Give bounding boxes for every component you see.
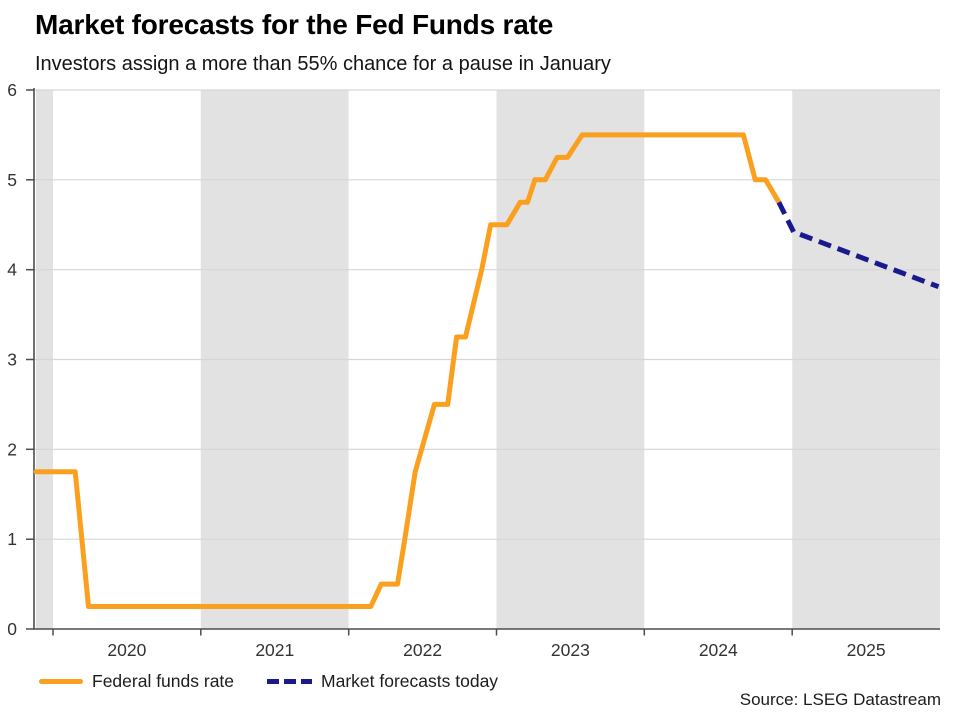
market-forecasts-legend-swatch <box>267 678 313 684</box>
federal-funds-rate-legend-label: Federal funds rate <box>92 670 235 691</box>
y-tick-label: 2 <box>7 439 17 459</box>
market-forecasts-today-line <box>776 201 940 290</box>
x-tick-label: 2023 <box>551 640 590 660</box>
x-tick-label: 2021 <box>255 640 294 660</box>
y-tick-label: 4 <box>7 260 17 280</box>
x-tick-label: 2024 <box>699 640 738 660</box>
x-tick-label: 2020 <box>107 640 146 660</box>
x-tick-label: 2022 <box>403 640 442 660</box>
chart-legend: Federal funds rate Market forecasts toda… <box>39 669 498 693</box>
y-tick-label: 0 <box>7 619 17 639</box>
chart-subtitle: Investors assign a more than 55% chance … <box>35 53 611 75</box>
market-forecasts-legend-label: Market forecasts today <box>321 670 499 691</box>
y-tick-label: 1 <box>7 529 17 549</box>
federal-funds-rate-line <box>33 132 782 609</box>
x-tick-label: 2025 <box>847 640 886 660</box>
federal-funds-rate-legend-swatch <box>39 678 83 684</box>
chart-title: Market forecasts for the Fed Funds rate <box>35 9 554 40</box>
y-tick-label: 5 <box>7 170 17 190</box>
y-tick-label: 3 <box>7 350 17 370</box>
y-tick-label: 6 <box>7 80 17 100</box>
source-credit: Source: LSEG Datastream <box>739 690 941 709</box>
